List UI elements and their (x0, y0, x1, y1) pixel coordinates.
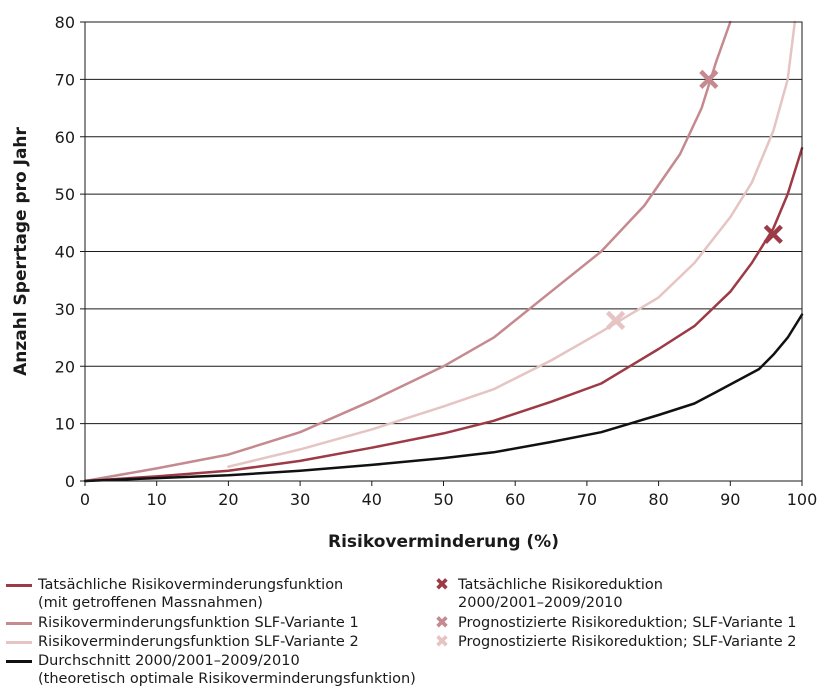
legend-item-average: Durchschnitt 2000/2001–2009/2010 (theore… (6, 652, 416, 688)
legend-item-actual-reduction: ✖ Tatsächliche Risikoreduktion 2000/2001… (432, 576, 663, 612)
legend-label: Risikoverminderungsfunktion SLF-Variante… (38, 634, 359, 650)
y-tick-label: 50 (55, 185, 75, 204)
series-line-3 (227, 20, 797, 468)
legend-item-variant-1: Risikoverminderungsfunktion SLF-Variante… (6, 614, 359, 632)
cross-stroke (763, 224, 783, 244)
x-tick-label: 70 (577, 490, 597, 509)
x-tick-label: 30 (290, 490, 310, 509)
cross-stroke (605, 310, 626, 330)
markers (605, 69, 783, 330)
x-tick-label: 40 (362, 490, 382, 509)
cross-marker-icon: ✖ (434, 632, 450, 652)
x-tick-label: 90 (720, 490, 740, 509)
legend-item-actual-function: Tatsächliche Risikoverminderungsfunktion… (6, 576, 343, 612)
legend-item-forecast-variant-1: ✖ Prognostizierte Risikoreduktion; SLF-V… (432, 614, 797, 632)
y-tick-label: 60 (55, 128, 75, 147)
x-tick-label: 100 (787, 490, 818, 509)
y-tick-label: 40 (55, 243, 75, 262)
y-tick-label: 10 (55, 415, 75, 434)
line-chart: 0 10 20 30 40 50 60 70 80 90 100 0 10 20 30 40 50 60 70 80… (11, 13, 817, 552)
legend-label: Tatsächliche Risikoreduktion 2000/2001–2… (458, 577, 663, 611)
legend-item-forecast-variant-2: ✖ Prognostizierte Risikoreduktion; SLF-V… (432, 633, 797, 651)
x-tick-labels: 0 10 20 30 40 50 60 70 80 90 100 (80, 481, 817, 509)
x-tick-label: 80 (648, 490, 668, 509)
legend-item-variant-2: Risikoverminderungsfunktion SLF-Variante… (6, 633, 359, 651)
legend-label: Tatsächliche Risikoverminderungsfunktion… (38, 577, 344, 611)
x-axis-label: Risikoverminderung (%) (328, 532, 559, 552)
y-tick-labels: 0 10 20 30 40 50 60 70 80 (55, 13, 85, 491)
cross-marker-2 (699, 69, 719, 89)
y-tick-label: 0 (65, 472, 75, 491)
series-line-1 (83, 146, 804, 483)
series-line-4 (83, 313, 804, 483)
legend-swatch (6, 641, 32, 644)
legend-swatch (6, 622, 32, 625)
y-tick-label: 70 (55, 70, 75, 89)
series-lines (83, 20, 804, 483)
x-tick-label: 50 (433, 490, 453, 509)
legend-label: Prognostizierte Risikoreduktion; SLF-Var… (458, 634, 797, 650)
grid-lines (85, 21, 802, 482)
cross-marker-3 (605, 310, 626, 330)
legend: Tatsächliche Risikoverminderungsfunktion… (0, 572, 824, 697)
legend-swatch (6, 584, 32, 587)
cross-marker-1 (763, 224, 783, 244)
x-tick-label: 0 (80, 490, 90, 509)
legend-swatch (6, 660, 32, 663)
legend-label: Risikoverminderungsfunktion SLF-Variante… (38, 615, 359, 631)
x-tick-label: 20 (218, 490, 238, 509)
y-axis-label: Anzahl Sperrtage pro Jahr (11, 126, 31, 375)
legend-label: Prognostizierte Risikoreduktion; SLF-Var… (458, 615, 797, 631)
y-tick-label: 30 (55, 300, 75, 319)
y-tick-label: 20 (55, 357, 75, 376)
cross-marker-icon: ✖ (434, 613, 450, 633)
cross-stroke (699, 69, 719, 89)
legend-label: Durchschnitt 2000/2001–2009/2010 (theore… (38, 653, 416, 687)
series-line-2 (83, 20, 732, 483)
cross-marker-icon: ✖ (434, 575, 450, 595)
y-tick-label: 80 (55, 13, 75, 32)
x-tick-label: 10 (147, 490, 167, 509)
x-tick-label: 60 (505, 490, 525, 509)
